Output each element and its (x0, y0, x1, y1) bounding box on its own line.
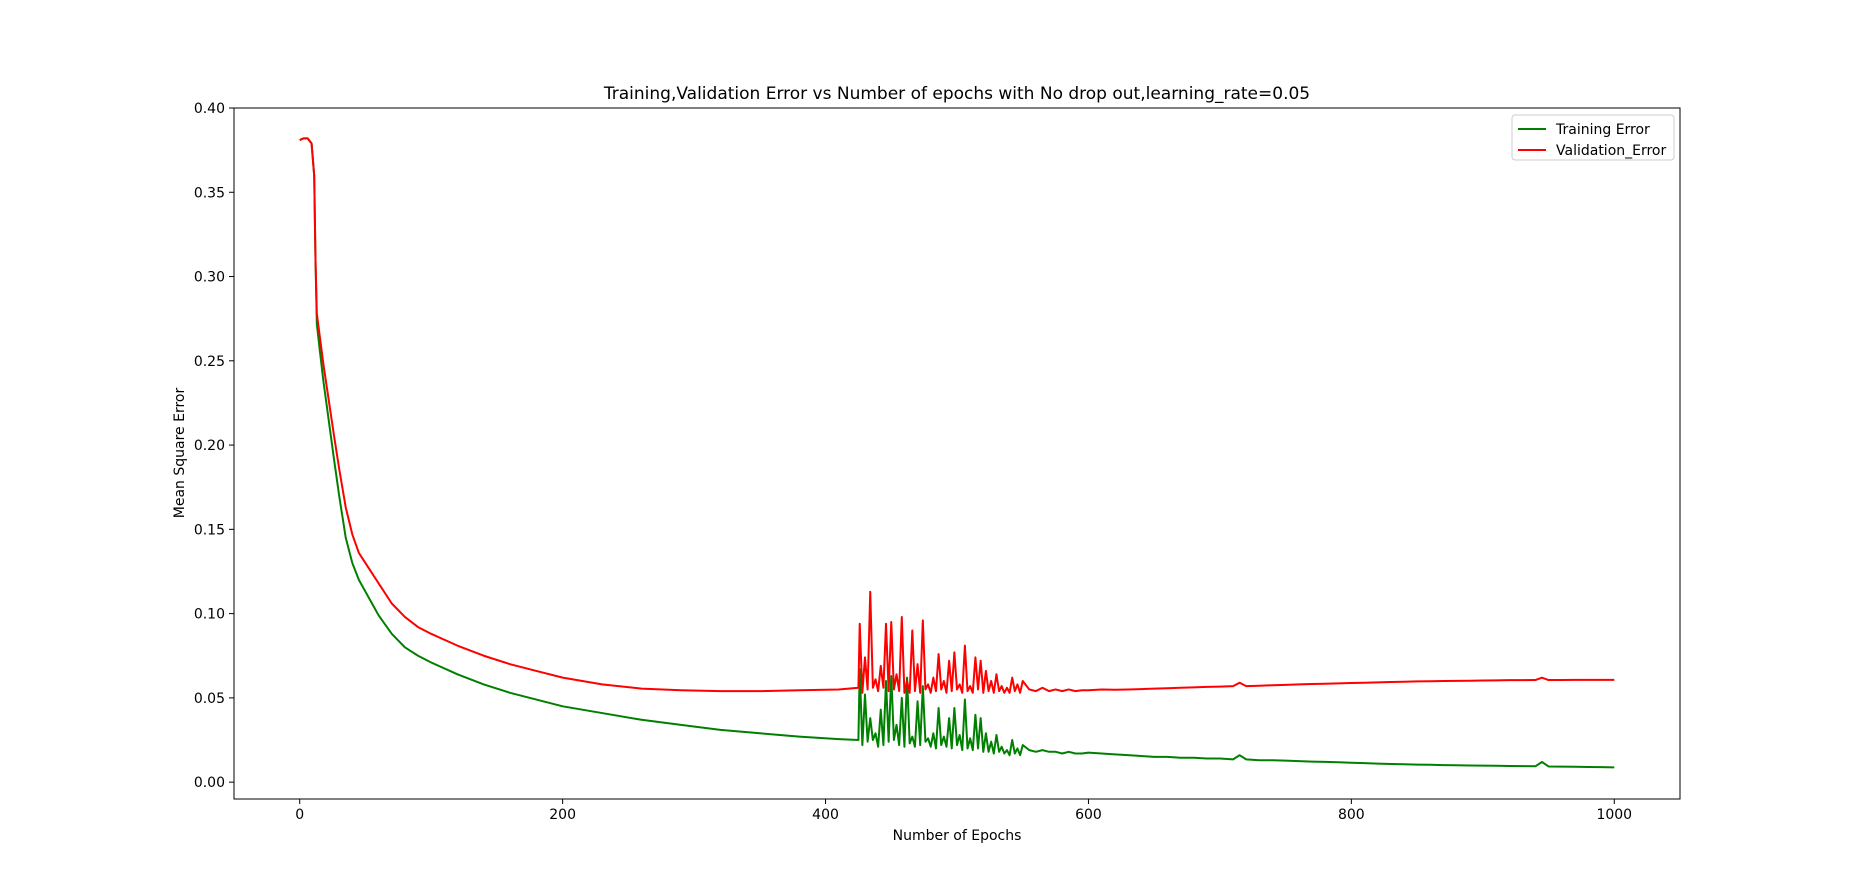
x-tick-label: 600 (1075, 807, 1102, 823)
y-axis-label: Mean Square Error (172, 388, 188, 519)
x-axis-label: Number of Epochs (893, 828, 1022, 844)
y-tick-label: 0.25 (194, 354, 225, 370)
x-tick-label: 0 (295, 807, 304, 823)
y-tick-label: 0.15 (194, 522, 225, 538)
plot-frame (233, 107, 1681, 800)
x-tick-label: 400 (812, 807, 839, 823)
y-tick-label: 0.10 (194, 607, 225, 623)
legend-box (1511, 114, 1675, 161)
chart-title: Training,Validation Error vs Number of e… (603, 84, 1310, 104)
ticks-layer: 0 200 400 600 800 1000 0.00 0.05 0.10 0.15 0.20 0.2… (194, 101, 1632, 823)
x-tick-label: 1000 (1596, 807, 1632, 823)
y-tick-label: 0.05 (194, 691, 225, 707)
legend: Training Error Validation_Error (1511, 114, 1675, 161)
x-tick-label: 200 (549, 807, 576, 823)
y-tick-label: 0.35 (194, 185, 225, 201)
y-tick-label: 0.00 (194, 775, 225, 791)
series-line-validation-error (299, 137, 1615, 694)
legend-label: Validation_Error (1556, 143, 1667, 159)
series-line-training-error (299, 137, 1615, 769)
y-tick-label: 0.20 (194, 438, 225, 454)
y-tick-label: 0.30 (194, 270, 225, 286)
plot-layer (299, 137, 1615, 769)
y-tick-label: 0.40 (194, 101, 225, 117)
legend-label: Training Error (1555, 122, 1650, 138)
x-tick-label: 800 (1338, 807, 1365, 823)
